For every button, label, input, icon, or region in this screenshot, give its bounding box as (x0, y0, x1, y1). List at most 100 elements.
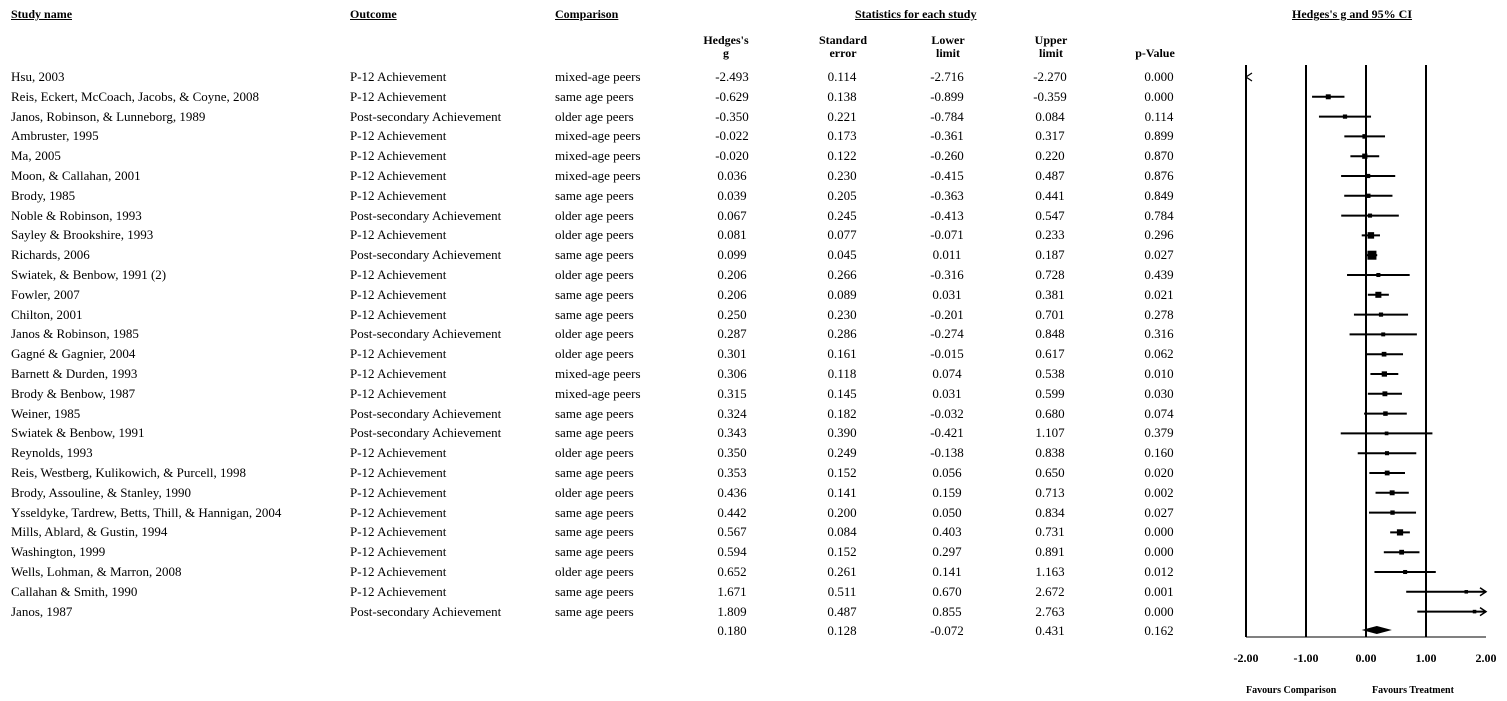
p-value: 0.000 (1144, 603, 1174, 619)
comparison: same age peers (555, 583, 634, 599)
point-estimate (1403, 569, 1408, 575)
study-name: Gagné & Gagnier, 2004 (11, 346, 136, 362)
upper-limit: 0.381 (1035, 286, 1065, 302)
upper-limit: 0.701 (1035, 306, 1065, 322)
lower-limit: 0.159 (932, 484, 962, 500)
hedges-g: 0.081 (717, 227, 747, 243)
point-estimate (1342, 114, 1348, 119)
point-estimate (1378, 312, 1384, 317)
outcome: P-12 Achievement (350, 346, 447, 362)
standard-error: 0.200 (827, 504, 857, 520)
point-estimate (1367, 250, 1377, 260)
subheader-upper-line2: limit (1039, 46, 1063, 60)
header-study-name: Study name (11, 7, 73, 21)
upper-limit: 0.220 (1035, 148, 1065, 164)
comparison: older age peers (555, 484, 634, 500)
standard-error: 0.152 (827, 544, 857, 560)
comparison: older age peers (555, 108, 634, 124)
study-name: Janos, Robinson, & Lunneborg, 1989 (11, 108, 206, 124)
point-estimate (1383, 411, 1388, 416)
hedges-g: -0.350 (715, 108, 749, 124)
standard-error: 0.249 (827, 445, 857, 461)
outcome: P-12 Achievement (350, 465, 447, 480)
summary-lower: -0.072 (930, 623, 964, 638)
point-estimate (1390, 510, 1395, 515)
point-estimate (1375, 291, 1382, 298)
outcome: P-12 Achievement (350, 484, 447, 500)
study-name: Washington, 1999 (11, 544, 106, 560)
point-estimate (1399, 549, 1405, 555)
point-estimate (1396, 529, 1404, 536)
standard-error: 0.138 (827, 88, 857, 104)
header-hedges-ci: Hedges's g and 95% CI (1292, 7, 1413, 21)
upper-limit: 0.187 (1035, 247, 1065, 263)
comparison: older age peers (555, 346, 634, 362)
comparison: older age peers (555, 445, 634, 461)
p-value: 0.114 (1144, 108, 1174, 124)
study-name: Noble & Robinson, 1993 (11, 207, 142, 223)
comparison: same age peers (555, 247, 634, 263)
upper-limit: 0.538 (1035, 366, 1065, 381)
lower-limit: -0.415 (930, 168, 964, 183)
x-tick-label: -2.00 (1233, 651, 1259, 665)
subheader-lower-line1: Lower (931, 33, 965, 47)
point-estimate (1381, 332, 1386, 337)
lower-limit: -0.361 (930, 128, 964, 144)
p-value: 0.296 (1144, 227, 1174, 243)
study-name: Wells, Lohman, & Marron, 2008 (11, 564, 182, 579)
upper-limit: 0.599 (1035, 385, 1065, 401)
outcome: P-12 Achievement (350, 148, 447, 164)
upper-limit: -0.359 (1033, 88, 1067, 104)
lower-limit: -0.899 (930, 88, 964, 104)
subheader-hedges-g: Hedges's g (700, 34, 752, 60)
hedges-g: 0.353 (717, 465, 747, 480)
subheader-se-line1: Standard (818, 33, 868, 47)
upper-limit: 1.163 (1035, 564, 1065, 579)
outcome: P-12 Achievement (350, 524, 447, 540)
p-value: 0.020 (1144, 465, 1174, 480)
point-estimate (1381, 351, 1387, 357)
subheader-hedges-g-line2: g (723, 46, 729, 60)
point-estimate (1366, 193, 1371, 198)
standard-error: 0.122 (827, 148, 857, 164)
x-tick-label: -1.00 (1293, 651, 1319, 665)
p-value: 0.001 (1144, 583, 1174, 599)
hedges-g: 0.301 (717, 346, 747, 362)
subheader-upper-limit: Upper limit (1022, 34, 1080, 60)
ci-arrow (1244, 72, 1253, 82)
standard-error: 0.084 (827, 524, 857, 540)
p-value: 0.849 (1144, 187, 1174, 203)
lower-limit: -0.201 (930, 306, 964, 322)
lower-limit: -0.260 (930, 148, 964, 164)
summary-se: 0.128 (827, 623, 857, 638)
upper-limit: 0.317 (1035, 128, 1065, 144)
comparison: mixed-age peers (555, 69, 641, 84)
outcome: P-12 Achievement (350, 544, 447, 560)
upper-limit: 0.547 (1035, 207, 1065, 223)
comparison: mixed-age peers (555, 168, 641, 183)
comparison: older age peers (555, 267, 634, 282)
study-name: Ysseldyke, Tardrew, Betts, Thill, & Hann… (11, 504, 282, 520)
comparison: same age peers (555, 465, 634, 480)
standard-error: 0.286 (827, 326, 857, 342)
comparison: same age peers (555, 524, 634, 540)
subheader-lower-limit: Lower limit (918, 34, 978, 60)
comparison: mixed-age peers (555, 366, 641, 381)
hedges-g: 0.350 (717, 445, 747, 461)
study-name: Brody, Assouline, & Stanley, 1990 (11, 484, 191, 500)
study-name: Janos, 1987 (11, 603, 73, 619)
subheader-standard-error: Standard error (805, 34, 881, 60)
p-value: 0.000 (1144, 88, 1174, 104)
standard-error: 0.261 (827, 564, 857, 579)
favours-comparison-label: Favours Comparison (1246, 685, 1337, 696)
x-tick-label: 1.00 (1415, 651, 1437, 665)
comparison: older age peers (555, 326, 634, 342)
lower-limit: 0.403 (932, 524, 962, 540)
standard-error: 0.152 (827, 465, 857, 480)
p-value: 0.027 (1144, 504, 1174, 520)
study-name: Brody, 1985 (11, 187, 76, 203)
header-outcome: Outcome (350, 7, 397, 21)
subheader-p-value: p-Value (1135, 46, 1175, 60)
upper-limit: 0.233 (1035, 227, 1065, 243)
